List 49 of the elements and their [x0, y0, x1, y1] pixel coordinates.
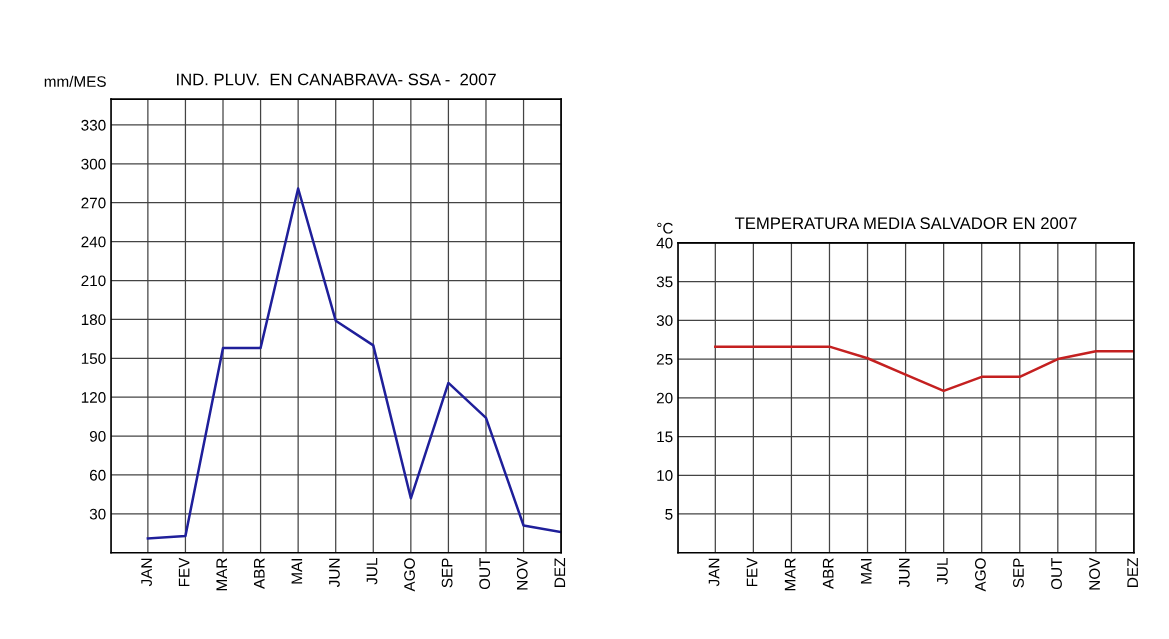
x-tick-label: MAR: [784, 558, 796, 591]
y-tick-label: 30: [89, 508, 106, 520]
x-tick-label: JAN: [708, 558, 720, 587]
x-tick-label: JUL: [366, 558, 378, 585]
y-tick-label: 25: [656, 353, 673, 365]
y-axis-title: mm/MES: [44, 75, 106, 87]
x-tick-label: OUT: [479, 557, 491, 590]
x-tick-label: JUL: [937, 558, 948, 585]
y-tick-label: 5: [665, 509, 673, 520]
x-tick-label: NOV: [516, 557, 528, 590]
line-series: [714, 345, 1134, 393]
y-tick-label: 30: [656, 315, 673, 326]
y-axis-title: °C: [657, 222, 673, 234]
y-tick-label: 150: [81, 353, 106, 364]
y-tick-label: 120: [81, 392, 106, 403]
x-tick-label: MAR: [216, 558, 227, 591]
y-tick-label: 210: [81, 275, 106, 287]
y-tick-label: 35: [656, 276, 673, 288]
y-tick-label: 40: [656, 237, 673, 249]
x-tick-label: SEP: [441, 558, 453, 588]
x-tick-label: FEV: [178, 557, 190, 587]
x-tick-label: SEP: [1013, 558, 1024, 588]
x-tick-label: JUN: [899, 558, 910, 588]
x-tick-label: ABR: [822, 558, 834, 589]
y-tick-label: 240: [81, 236, 106, 248]
x-tick-label: NOV: [1089, 557, 1100, 590]
line-series: [146, 187, 562, 540]
y-tick-label: 20: [656, 392, 673, 404]
y-tick-label: 330: [81, 119, 106, 131]
x-tick-label: MAI: [291, 559, 303, 584]
x-tick-label: DEZ: [554, 558, 566, 587]
x-tick-label: AGO: [404, 558, 415, 592]
y-tick-label: 90: [89, 430, 106, 442]
y-tick-label: 60: [89, 469, 106, 481]
y-tick-label: 10: [657, 470, 673, 481]
x-tick-label: MAI: [860, 559, 872, 584]
x-tick-label: ABR: [254, 558, 265, 589]
y-tick-label: 180: [81, 314, 106, 326]
chart-title: IND. PLUV. EN CANABRAVA- SSA - 2007: [177, 73, 496, 86]
y-tick-label: 300: [81, 158, 106, 170]
chart-title: TEMPERATURA MEDIA SALVADOR EN 2007: [734, 217, 1077, 230]
x-tick-label: DEZ: [1127, 558, 1138, 587]
x-tick-label: FEV: [746, 557, 758, 587]
y-tick-label: 270: [81, 197, 106, 209]
x-tick-label: AGO: [974, 558, 986, 592]
x-tick-label: OUT: [1051, 557, 1062, 590]
x-tick-label: JAN: [141, 558, 152, 587]
x-tick-label: JUN: [329, 558, 340, 588]
y-tick-label: 15: [657, 431, 673, 443]
